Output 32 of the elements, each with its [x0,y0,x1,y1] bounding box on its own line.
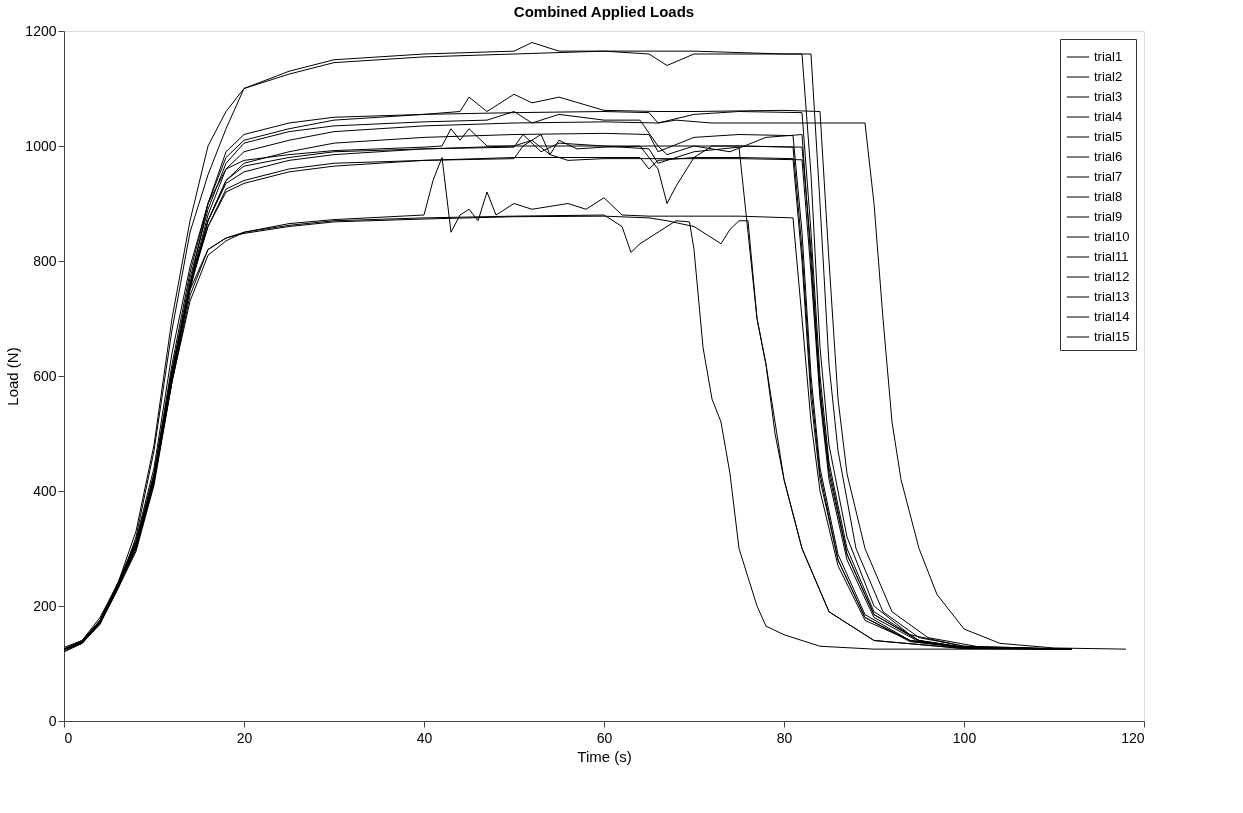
x-tick-label: 20 [236,729,253,746]
legend-label: trial8 [1094,189,1123,204]
x-tick-label: 0 [64,729,73,746]
y-tick-label: 200 [33,597,57,614]
y-axis-title: Load (N) [4,347,22,406]
x-tick-label: 60 [596,729,613,746]
x-tick-label: 100 [952,729,977,746]
legend-label: trial12 [1094,269,1130,284]
y-tick-label: 600 [33,367,57,384]
y-tick-label: 0 [48,712,57,729]
legend-label: trial5 [1094,129,1123,144]
y-tick-label: 400 [33,482,57,499]
legend-label: trial7 [1094,169,1123,184]
x-tick-label: 80 [776,729,793,746]
y-tick-label: 1000 [25,137,57,154]
legend-label: trial9 [1094,209,1123,224]
legend-label: trial15 [1094,329,1130,344]
legend-label: trial3 [1094,89,1123,104]
legend-label: trial13 [1094,289,1130,304]
legend-label: trial2 [1094,69,1123,84]
x-tick-label: 120 [1121,729,1145,746]
chart-title: Combined Applied Loads [513,3,695,20]
legend-label: trial10 [1094,229,1130,244]
y-tick-label: 800 [33,252,57,269]
y-tick-label: 1200 [25,22,57,39]
legend-label: trial14 [1094,309,1130,324]
legend-label: trial6 [1094,149,1123,164]
legend-label: trial1 [1094,49,1123,64]
legend-label: trial11 [1094,249,1129,264]
legend-label: trial4 [1094,109,1123,124]
x-tick-label: 40 [416,729,433,746]
x-axis-title: Time (s) [577,747,632,765]
